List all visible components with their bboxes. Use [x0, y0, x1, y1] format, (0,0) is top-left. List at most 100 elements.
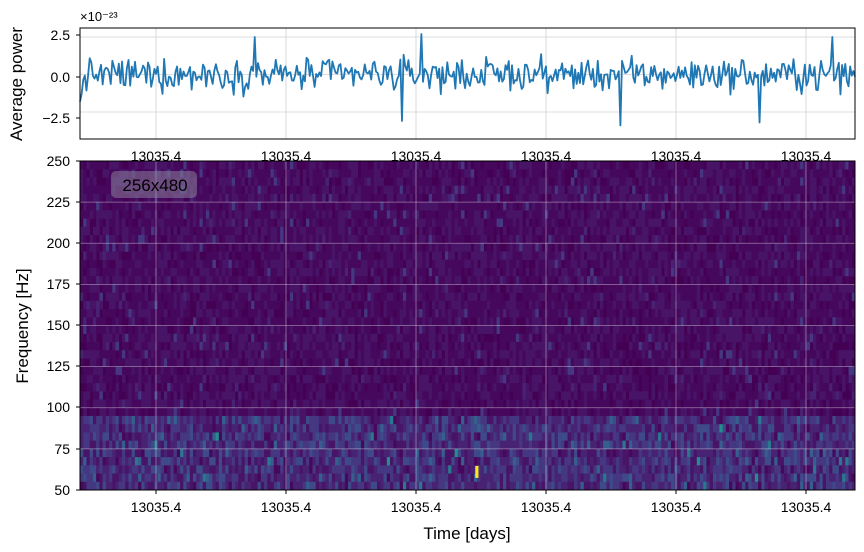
heatmap-cell [351, 259, 355, 269]
heatmap-cell [180, 202, 184, 211]
heatmap-cell [270, 341, 275, 351]
heatmap-cell [289, 218, 294, 228]
heatmap-cell [328, 309, 333, 318]
heatmap-cell [86, 325, 90, 335]
heatmap-cell [457, 358, 462, 367]
heatmap-cell [431, 218, 436, 228]
heatmap-cell [257, 415, 262, 425]
heatmap-cell [370, 457, 375, 466]
heatmap-cell [528, 481, 533, 491]
heatmap-cell [260, 169, 265, 178]
heatmap-cell [170, 218, 174, 228]
heatmap-cell [493, 407, 497, 417]
heatmap-cell [328, 383, 333, 392]
heatmap-cell [293, 169, 297, 178]
heatmap-cell [457, 407, 462, 417]
heatmap-cell [464, 366, 468, 376]
heatmap-cell [157, 292, 162, 302]
heatmap-cell [425, 177, 430, 186]
heatmap-cell [112, 333, 116, 343]
heatmap-cell [280, 267, 284, 277]
heatmap-cell [186, 309, 191, 318]
heatmap-cell [496, 391, 501, 400]
heatmap-cell [406, 169, 410, 178]
heatmap-cell [309, 424, 313, 433]
heatmap-cell [528, 169, 533, 178]
heatmap-cell [402, 267, 407, 277]
heatmap-cell [180, 481, 184, 491]
heatmap-cell [254, 383, 258, 392]
heatmap-cell [448, 161, 452, 170]
heatmap-cell [325, 424, 329, 433]
heatmap-cell [306, 235, 310, 244]
heatmap-cell [299, 407, 304, 417]
heatmap-cell [96, 473, 100, 483]
heatmap-cell [348, 383, 352, 392]
heatmap-cell [209, 193, 213, 203]
heatmap-cell [457, 415, 462, 425]
heatmap-cell [157, 333, 162, 343]
heatmap-cell [141, 292, 145, 302]
heatmap-cell [115, 251, 120, 260]
heatmap-cell [328, 366, 333, 376]
heatmap-cell [244, 333, 249, 343]
heatmap-cell [496, 218, 501, 228]
heatmap-cell [306, 366, 310, 376]
heatmap-cell [335, 407, 339, 417]
heatmap-cell [383, 399, 388, 409]
heatmap-cell [102, 448, 107, 458]
heatmap-cell [338, 300, 342, 310]
heatmap-cell [283, 374, 287, 384]
heatmap-cell [435, 317, 439, 326]
heatmap-cell [451, 267, 455, 277]
heatmap-cell [499, 350, 504, 359]
heatmap-cell [218, 440, 223, 450]
heatmap-cell [176, 415, 181, 425]
heatmap-cell [222, 309, 226, 318]
heatmap-cell [357, 383, 362, 392]
heatmap-cell [512, 457, 517, 466]
heatmap-cell [115, 292, 120, 302]
heatmap-cell [115, 276, 120, 285]
heatmap-cell [525, 448, 530, 458]
heatmap-cell [212, 481, 216, 491]
heatmap-cell [532, 407, 536, 417]
heatmap-cell [461, 177, 465, 186]
heatmap-cell [105, 193, 110, 203]
heatmap-cell [205, 333, 210, 343]
heatmap-cell [473, 300, 478, 310]
heatmap-cell [115, 218, 120, 228]
heatmap-cell [406, 415, 410, 425]
heatmap-cell [532, 432, 536, 441]
heatmap-cell [257, 366, 262, 376]
top-x-tick-label: 13035.4 [131, 148, 182, 164]
heatmap-cell [390, 185, 394, 195]
heatmap-cell [406, 473, 410, 483]
heatmap-cell [151, 292, 155, 302]
heatmap-cell [415, 177, 420, 186]
heatmap-cell [176, 358, 181, 367]
heatmap-cell [138, 374, 142, 384]
heatmap-cell [383, 218, 388, 228]
heatmap-cell [89, 432, 94, 441]
heatmap-cell [296, 226, 300, 236]
heatmap-cell [144, 218, 149, 228]
heatmap-cell [121, 366, 126, 376]
heatmap-cell [444, 432, 449, 441]
heatmap-cell [144, 383, 149, 392]
heatmap-cell [525, 251, 530, 260]
heatmap-cell [273, 481, 278, 491]
heatmap-cell [270, 235, 275, 244]
heatmap-cell [109, 457, 113, 466]
heatmap-cell [131, 399, 136, 409]
heatmap-cell [83, 210, 87, 219]
heatmap-cell [289, 424, 294, 433]
heatmap-cell [173, 202, 178, 211]
heatmap-cell [525, 210, 530, 219]
heatmap-cell [251, 383, 255, 392]
heatmap-cell [86, 341, 90, 351]
heatmap-cell [180, 457, 184, 466]
heatmap-cell [483, 415, 488, 425]
heatmap-cell [273, 259, 278, 269]
heatmap-cell [267, 284, 271, 293]
